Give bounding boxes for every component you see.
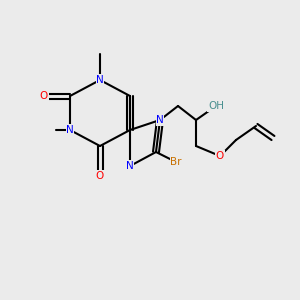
Text: N: N bbox=[66, 125, 74, 135]
Text: O: O bbox=[40, 91, 48, 101]
Text: O: O bbox=[216, 151, 224, 161]
Text: N: N bbox=[156, 115, 164, 125]
Text: O: O bbox=[96, 171, 104, 181]
Text: N: N bbox=[126, 161, 134, 171]
Text: Br: Br bbox=[170, 157, 182, 167]
Text: OH: OH bbox=[208, 101, 224, 111]
Text: N: N bbox=[96, 75, 104, 85]
